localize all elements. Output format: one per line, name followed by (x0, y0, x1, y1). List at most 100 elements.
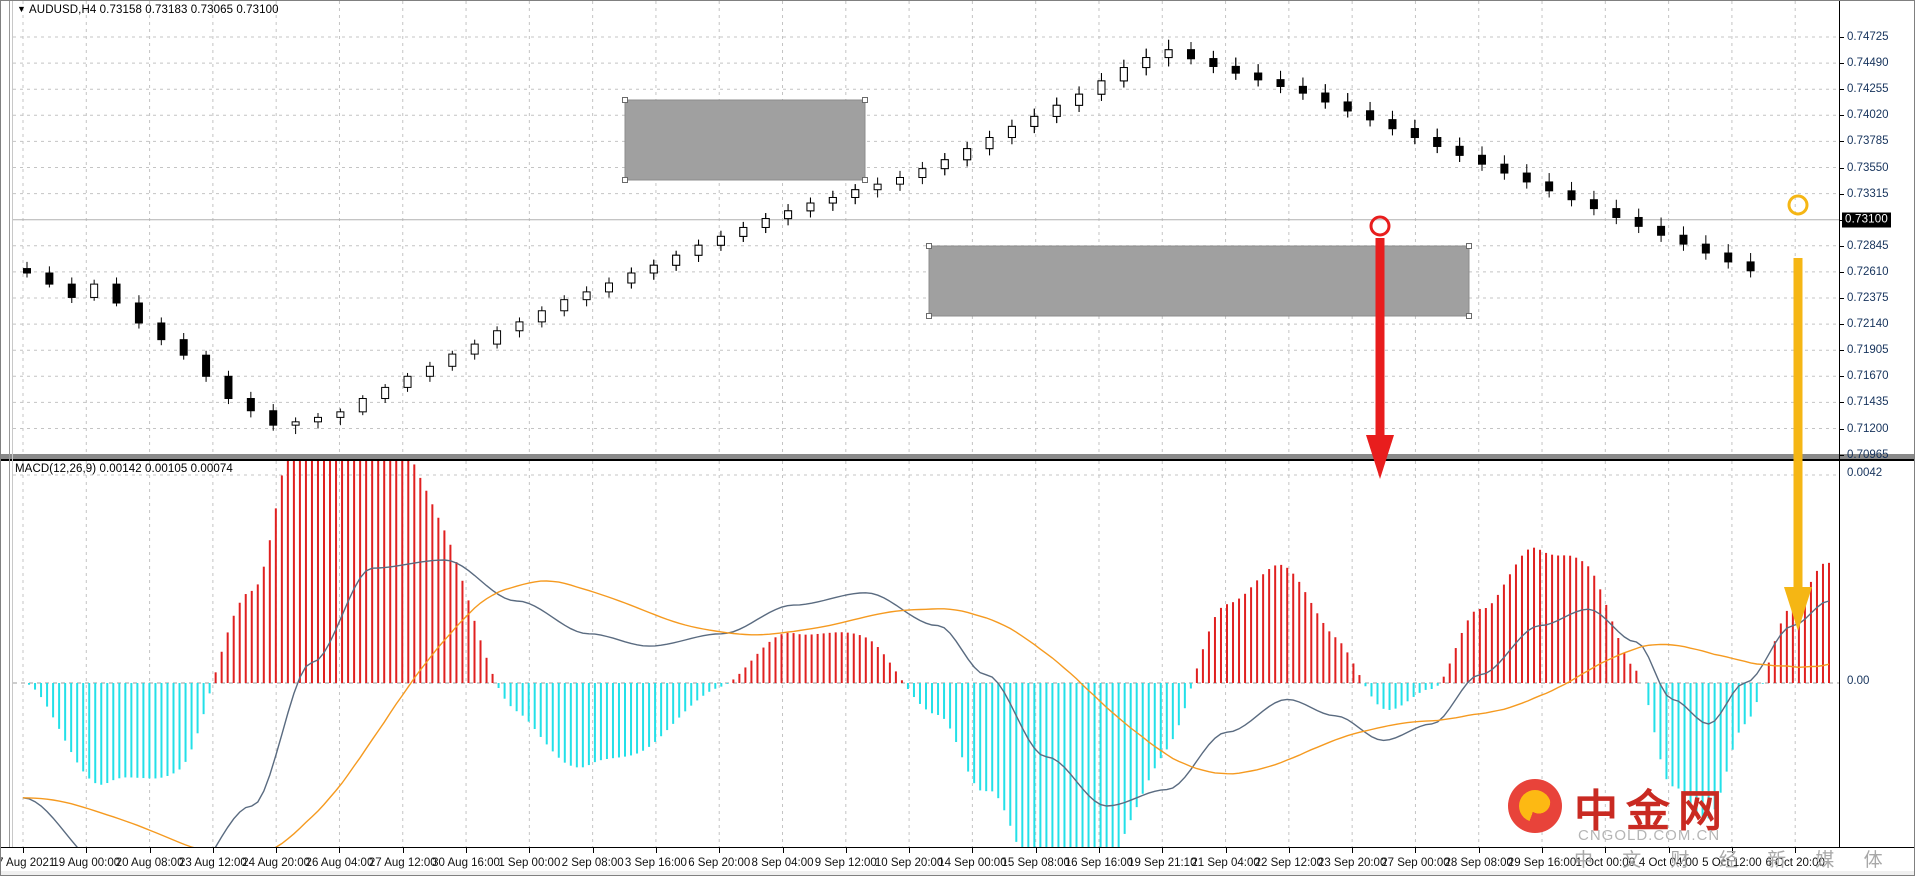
macd-histogram-bar-positive (304, 461, 307, 683)
macd-histogram-bar-negative (190, 683, 193, 750)
price-tick-mark (1839, 324, 1844, 326)
price-chart-pane[interactable] (1, 1, 1914, 456)
macd-histogram-bar-positive (1478, 608, 1481, 683)
macd-histogram-bar-negative (551, 683, 554, 752)
candle-body-bearish (1634, 216, 1643, 227)
candle-body-bullish (739, 226, 748, 237)
macd-histogram-bar-positive (1773, 641, 1776, 683)
candle-body-bearish (1567, 190, 1576, 201)
macd-histogram-bar-positive (455, 562, 458, 683)
macd-indicator-pane[interactable] (1, 459, 1914, 847)
macd-histogram-bar-negative (503, 683, 506, 699)
macd-histogram-bar-negative (925, 683, 927, 710)
macd-histogram-bar-negative (1701, 683, 1704, 819)
macd-histogram-bar-negative (166, 683, 169, 776)
macd-histogram-bar-positive (473, 620, 476, 683)
symbol-ohlc-text: AUDUSD,H4 0.73158 0.73183 0.73065 0.7310… (29, 4, 279, 16)
macd-histogram-bar-negative (593, 683, 596, 763)
macd-histogram-bar-positive (1448, 663, 1451, 683)
macd-histogram-bar-negative (714, 683, 717, 689)
time-axis-tick-label: 6 Sep 20:00 (688, 857, 751, 869)
range-box-handle[interactable] (862, 177, 868, 183)
macd-histogram-bar-negative (937, 683, 940, 715)
candle-body-bullish (291, 421, 300, 426)
macd-histogram-bar-positive (353, 461, 356, 683)
macd-histogram-bar-negative (1743, 683, 1746, 725)
time-axis-tick-label: 19 Sep 21:10 (1128, 857, 1197, 869)
candle-body-bearish (1478, 154, 1486, 165)
range-box-handle[interactable] (862, 97, 868, 103)
candle-body-bearish (67, 283, 76, 298)
macd-histogram-bar-negative (1436, 683, 1439, 686)
macd-histogram-bar-positive (1334, 637, 1337, 683)
price-axis-tick-label: 0.73315 (1847, 187, 1889, 200)
macd-histogram-bar-negative (1665, 683, 1668, 780)
candle-body-bullish (448, 353, 457, 367)
range-box-handle[interactable] (926, 243, 932, 249)
chart-left-border-inner (12, 1, 13, 847)
candle-body-bullish (336, 411, 345, 418)
range-box-handle[interactable] (622, 97, 628, 103)
price-tick-mark (1839, 402, 1844, 404)
macd-histogram-bar-positive (377, 461, 380, 683)
time-tick-mark (1542, 848, 1544, 853)
candle-body-bearish (1254, 72, 1263, 81)
macd-histogram-bar-positive (244, 594, 247, 683)
range-box-handle[interactable] (622, 177, 628, 183)
macd-histogram-bar-positive (1460, 632, 1463, 683)
macd-histogram-bar-positive (425, 490, 428, 683)
pane-divider[interactable] (1, 454, 1914, 459)
candle-body-bearish (45, 272, 54, 285)
candle-body-bearish (23, 268, 31, 274)
candle-body-bullish (873, 183, 882, 191)
range-box-handle[interactable] (1466, 243, 1472, 249)
range-box-handle[interactable] (926, 313, 932, 319)
time-tick-mark (1478, 848, 1480, 853)
macd-histogram-bar-negative (1424, 683, 1427, 690)
macd-line (22, 559, 1830, 847)
macd-histogram-bar-positive (286, 461, 289, 683)
macd-histogram-bar-positive (449, 544, 452, 683)
price-tick-mark (1839, 141, 1844, 143)
macd-histogram-bar-negative (1418, 683, 1421, 693)
macd-histogram-bar-positive (419, 477, 422, 683)
macd-histogram-bar-negative (1009, 683, 1012, 826)
time-tick-mark (1731, 848, 1733, 853)
macd-histogram-bar-negative (1677, 683, 1680, 789)
macd-histogram-bar-positive (335, 461, 338, 683)
macd-histogram-bar-negative (1177, 683, 1180, 726)
macd-histogram-bar-positive (1767, 662, 1770, 683)
horizontal-scrollbar[interactable] (1, 871, 1914, 875)
price-tick-mark (1839, 271, 1844, 273)
macd-histogram-bar-positive (732, 679, 735, 683)
chart-left-border (9, 1, 10, 847)
macd-histogram-bar-negative (545, 683, 548, 745)
chevron-down-icon[interactable]: ▼ (17, 4, 27, 14)
candle-body-bearish (246, 398, 255, 412)
price-axis-tick-label: 0.72140 (1847, 318, 1889, 331)
macd-histogram-bar-positive (1828, 562, 1830, 683)
price-tick-mark (1839, 350, 1844, 352)
candle-body-bearish (1701, 243, 1710, 254)
macd-histogram-bar-positive (1201, 649, 1204, 683)
macd-histogram-bar-positive (1232, 602, 1235, 683)
macd-histogram-bar-positive (1195, 668, 1198, 683)
candle-body-bullish (582, 291, 591, 301)
macd-histogram-bar-negative (1659, 683, 1662, 760)
macd-histogram-bar-positive (846, 632, 849, 683)
macd-signal-line (22, 580, 1830, 847)
macd-histogram-bar-negative (611, 683, 614, 759)
range-box-handle[interactable] (1466, 313, 1472, 319)
time-tick-mark (1035, 848, 1037, 853)
range-box-0[interactable] (624, 99, 866, 181)
macd-histogram-bar-positive (395, 461, 398, 683)
macd-histogram-bar-positive (214, 672, 217, 683)
macd-histogram-bar-positive (1207, 631, 1210, 683)
macd-histogram-bar-positive (744, 667, 747, 683)
range-box-1[interactable] (928, 245, 1470, 317)
time-axis-tick-label: 21 Sep 04:00 (1191, 857, 1260, 869)
macd-histogram-bar-positive (238, 602, 241, 683)
macd-histogram-bar-positive (792, 633, 795, 683)
macd-histogram-bar-positive (1484, 608, 1487, 683)
